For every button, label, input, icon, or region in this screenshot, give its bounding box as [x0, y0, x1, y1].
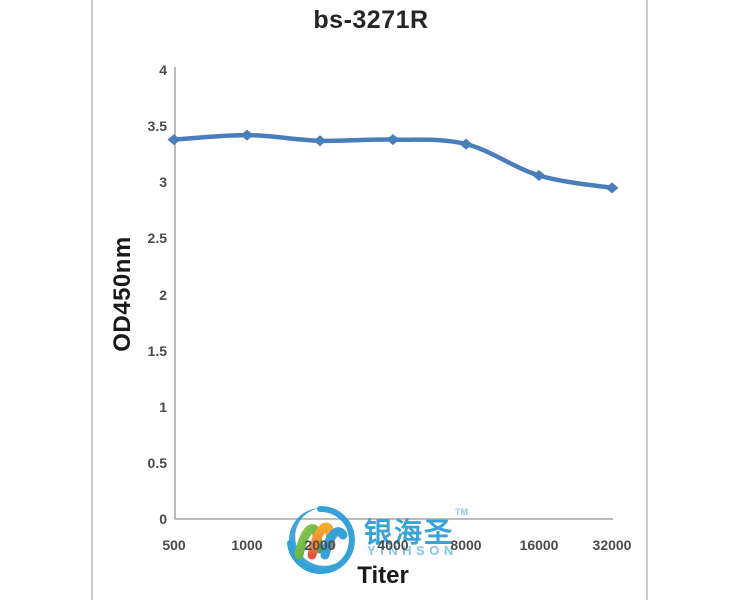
data-point-marker — [313, 135, 327, 147]
y-tick-label: 3 — [159, 174, 167, 191]
y-tick-label: 1 — [159, 398, 167, 415]
x-tick-label: 2000 — [304, 537, 336, 553]
y-tick-label: 2 — [159, 286, 167, 303]
data-point-marker — [532, 170, 546, 182]
data-point-marker — [605, 182, 619, 194]
data-point-marker — [459, 138, 473, 150]
watermark: 银海圣 TM YINHSON — [284, 503, 484, 583]
x-tick-label: 4000 — [377, 537, 409, 553]
y-tick-label: 1.5 — [147, 342, 167, 359]
y-axis-title: OD450nm — [109, 236, 136, 352]
y-tick-label: 3.5 — [147, 118, 167, 135]
x-tick-label: 500 — [162, 537, 186, 553]
x-axis-title: Titer — [357, 562, 409, 589]
x-tick-label: 32000 — [592, 537, 632, 553]
data-point-marker — [167, 134, 181, 146]
watermark-cn-text: 银海圣 — [364, 517, 455, 548]
x-tick-label: 16000 — [519, 537, 559, 553]
chart-title: bs-3271R — [313, 6, 429, 34]
watermark-logo-icon — [287, 505, 355, 574]
y-tick-label: 0.5 — [147, 454, 167, 471]
x-tick-label: 8000 — [450, 537, 482, 553]
watermark-tm-mark: TM — [455, 507, 468, 517]
watermark-latin-text: YINHSON — [367, 543, 458, 558]
left-border-line — [91, 0, 93, 600]
right-border-line — [646, 0, 648, 600]
data-point-marker — [240, 129, 254, 141]
y-tick-label: 0 — [159, 511, 167, 527]
x-tick-label: 1000 — [231, 537, 263, 553]
data-point-marker — [386, 134, 400, 146]
y-tick-label: 4 — [159, 62, 167, 78]
y-tick-label: 2.5 — [147, 230, 167, 247]
